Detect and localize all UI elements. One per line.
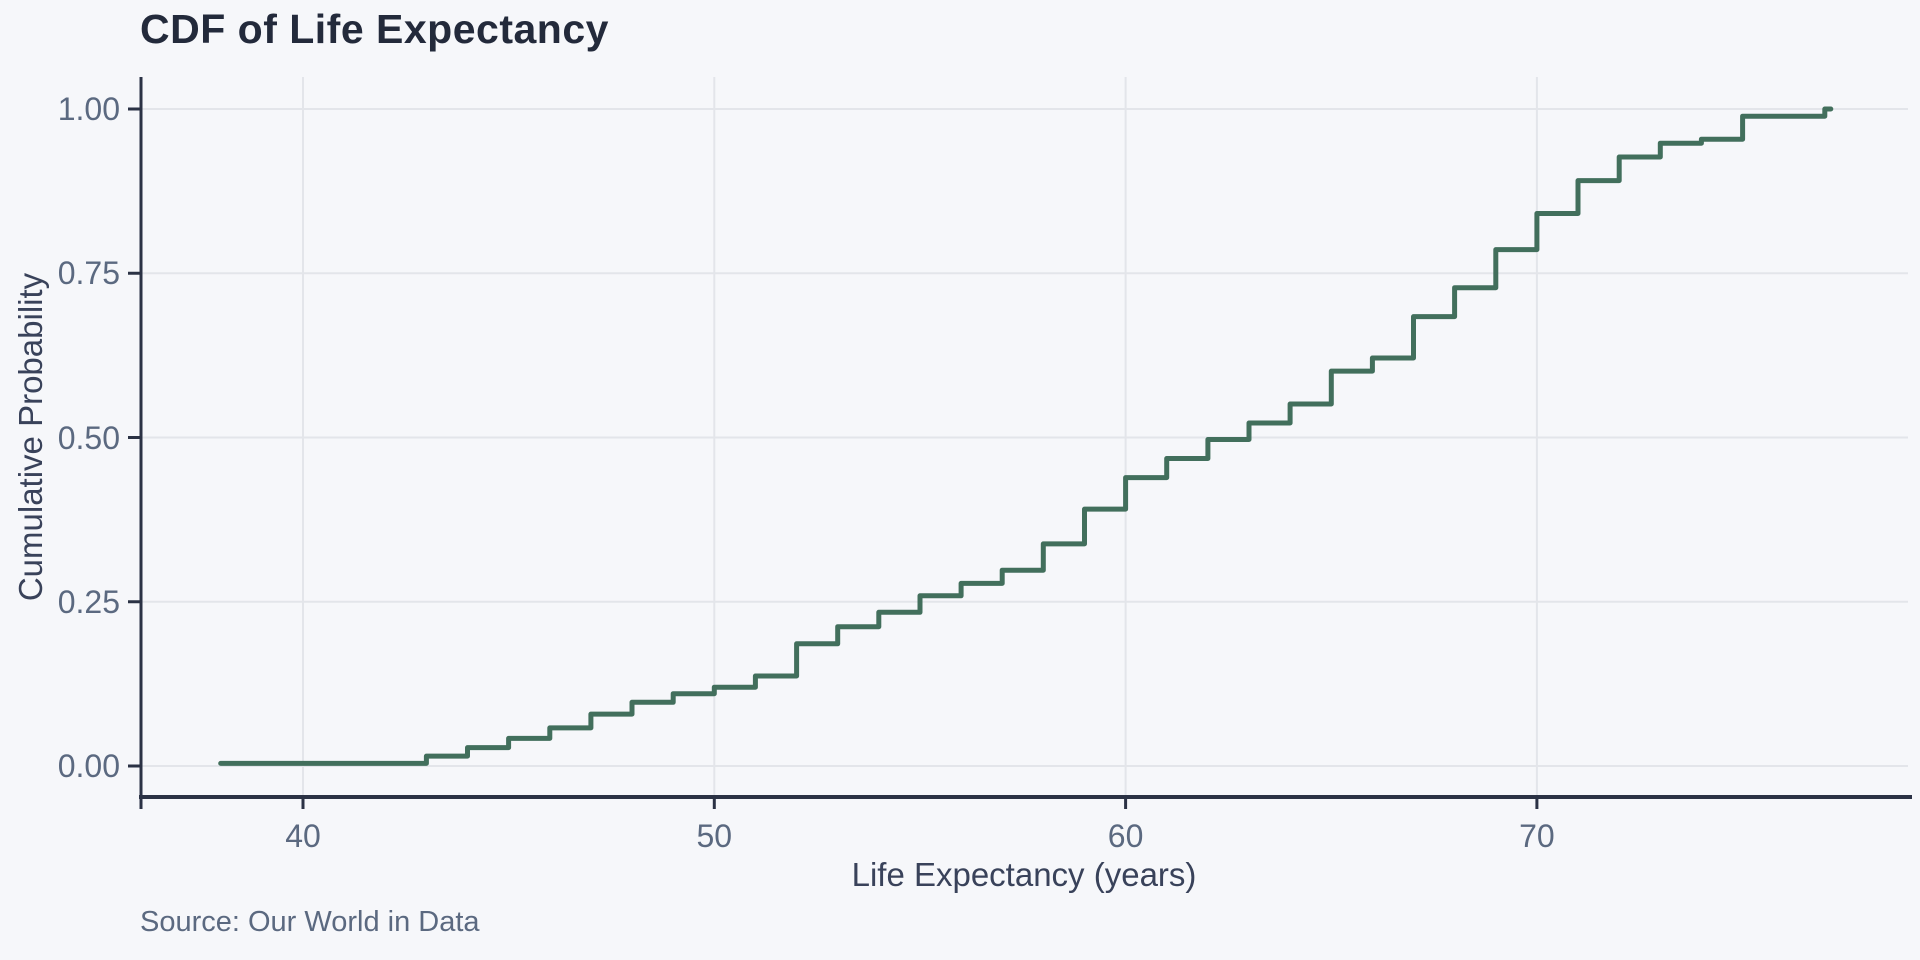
x-tick-label-70: 70 — [1519, 818, 1555, 854]
x-axis-title: Life Expectancy (years) — [851, 856, 1197, 893]
x-tick-label-40: 40 — [285, 818, 321, 854]
x-tick-label-60: 60 — [1107, 818, 1144, 854]
source-note: Source: Our World in Data — [140, 906, 480, 938]
y-tick-label-1.00: 1.00 — [57, 91, 120, 127]
y-tick-label-0.25: 0.25 — [57, 583, 120, 620]
cdf-step-line — [218, 106, 1834, 766]
y-tick-label-0.00: 0.00 — [57, 748, 120, 784]
chart-title: CDF of Life Expectancy — [140, 6, 609, 52]
y-tick-label-0.75: 0.75 — [57, 255, 120, 292]
y-tick-label-0.50: 0.50 — [57, 419, 120, 456]
x-tick-label-50: 50 — [696, 818, 733, 854]
